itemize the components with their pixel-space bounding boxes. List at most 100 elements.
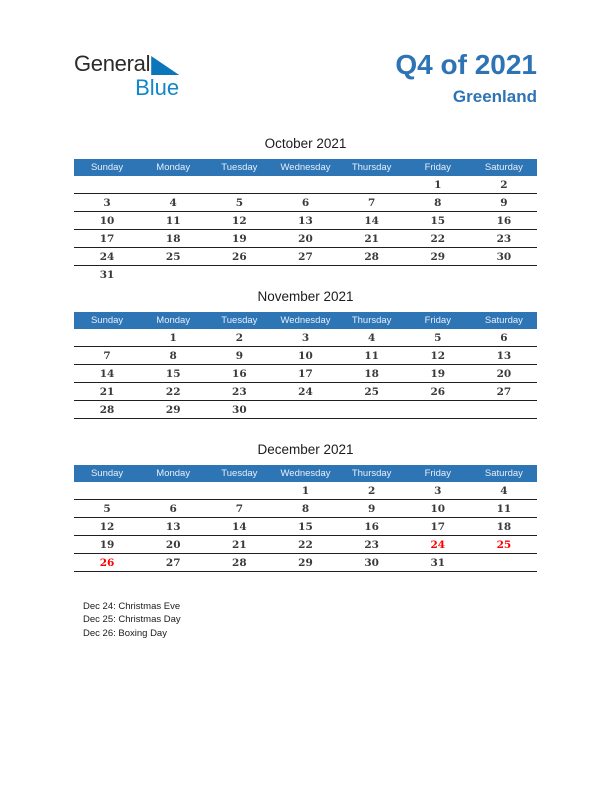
weekday-header-row: Sunday Monday Tuesday Wednesday Thursday Frid… bbox=[74, 159, 537, 176]
calendar-table: Sunday Monday Tuesday Wednesday Thursday Frid… bbox=[74, 312, 537, 436]
day-cell: 3 bbox=[103, 196, 111, 209]
day-cell: 25 bbox=[496, 538, 512, 551]
day-header: Tuesday bbox=[206, 312, 273, 329]
day-header: Sunday bbox=[74, 465, 141, 482]
day-cell: 15 bbox=[165, 367, 181, 380]
day-cell: 1 bbox=[434, 178, 442, 191]
logo-triangle-icon bbox=[151, 56, 180, 75]
day-cell: 10 bbox=[430, 502, 446, 515]
day-cell: 15 bbox=[430, 214, 446, 227]
title-block: Q4 of 2021 Greenland bbox=[395, 50, 537, 107]
day-cell: 4 bbox=[169, 196, 177, 209]
day-cell: 8 bbox=[434, 196, 442, 209]
day-cell: 20 bbox=[496, 367, 512, 380]
week-row: 12 13 14 15 16 17 18 bbox=[74, 518, 537, 536]
day-cell: 2 bbox=[367, 484, 376, 497]
empty-day-cell bbox=[405, 572, 471, 590]
day-header: Saturday bbox=[470, 465, 537, 482]
holiday-legend: Dec 24: Christmas Eve Dec 25: Christmas … bbox=[83, 600, 181, 640]
day-cell: 2 bbox=[235, 331, 243, 344]
month-title: November 2021 bbox=[257, 289, 354, 304]
day-cell: 3 bbox=[434, 484, 442, 497]
week-row: 26 27 28 29 30 31 bbox=[74, 554, 537, 572]
day-cell: 5 bbox=[235, 196, 243, 209]
day-cell: 13 bbox=[496, 349, 512, 362]
week-row: 21 22 23 24 25 26 27 bbox=[74, 383, 537, 401]
day-cell: 12 bbox=[232, 214, 247, 227]
empty-day-cell bbox=[272, 266, 338, 284]
day-cell: 11 bbox=[496, 502, 512, 515]
day-cell: 29 bbox=[165, 403, 181, 416]
day-header: Monday bbox=[140, 312, 207, 329]
day-cell: 18 bbox=[496, 520, 512, 533]
weekday-header-row: Sunday Monday Tuesday Wednesday Thursday Frid… bbox=[74, 465, 537, 482]
empty-day-cell bbox=[405, 401, 471, 419]
empty-day-cell bbox=[206, 266, 272, 284]
day-cell: 3 bbox=[301, 331, 310, 344]
day-cell: 21 bbox=[364, 232, 379, 245]
empty-day-cell bbox=[272, 419, 338, 437]
empty-day-cell bbox=[140, 266, 206, 284]
empty-day-cell bbox=[272, 401, 338, 419]
empty-day-cell bbox=[140, 176, 206, 194]
day-cell: 2 bbox=[500, 178, 508, 191]
day-cell: 26 bbox=[232, 250, 247, 263]
day-cell: 7 bbox=[103, 349, 111, 362]
logo-text-general: General bbox=[74, 51, 151, 76]
week-row: 3 4 5 6 7 8 9 bbox=[74, 194, 537, 212]
day-cell: 11 bbox=[165, 214, 181, 227]
week-row: 28 29 30 bbox=[74, 401, 537, 419]
day-header: Saturday bbox=[470, 312, 537, 329]
day-cell: 10 bbox=[99, 214, 115, 227]
logo-text-blue: Blue bbox=[135, 75, 180, 100]
week-row: 5 6 7 8 9 10 11 bbox=[74, 500, 537, 518]
day-cell: 22 bbox=[430, 232, 446, 245]
day-cell: 23 bbox=[232, 385, 247, 398]
day-header: Thursday bbox=[338, 312, 405, 329]
month-title: December 2021 bbox=[257, 442, 354, 457]
months-container: October 2021 Sunday Monday Tuesday Wednesday… bbox=[74, 130, 537, 589]
weekday-header-row: Sunday Monday Tuesday Wednesday Thursday Frid… bbox=[74, 312, 537, 329]
week-row bbox=[74, 419, 537, 437]
week-row: 17 18 19 20 21 22 23 bbox=[74, 230, 537, 248]
day-cell: 4 bbox=[367, 331, 376, 344]
day-cell: 28 bbox=[364, 250, 379, 263]
legend-item: Dec 24: Christmas Eve bbox=[83, 601, 181, 612]
day-cell: 1 bbox=[301, 484, 310, 497]
day-cell: 9 bbox=[235, 349, 243, 362]
day-cell: 23 bbox=[496, 232, 512, 245]
day-cell: 26 bbox=[430, 385, 446, 398]
empty-day-cell bbox=[471, 554, 537, 572]
day-header: Wednesday bbox=[272, 465, 339, 482]
day-cell: 9 bbox=[500, 196, 508, 209]
empty-day-cell bbox=[74, 176, 140, 194]
day-cell: 5 bbox=[103, 502, 111, 515]
day-header: Saturday bbox=[470, 159, 537, 176]
day-cell: 22 bbox=[165, 385, 181, 398]
empty-day-cell bbox=[339, 266, 405, 284]
empty-day-cell bbox=[339, 419, 405, 437]
day-cell: 21 bbox=[232, 538, 247, 551]
day-cell: 8 bbox=[301, 502, 310, 515]
day-cell: 14 bbox=[99, 367, 115, 380]
day-header: Friday bbox=[404, 465, 471, 482]
day-cell: 20 bbox=[165, 538, 181, 551]
month-november-2021: November 2021 Sunday Monday Tuesday Wednesda… bbox=[74, 283, 537, 436]
day-cell: 17 bbox=[430, 520, 446, 533]
day-cell: 12 bbox=[99, 520, 115, 533]
week-row: 14 15 16 17 18 19 20 bbox=[74, 365, 537, 383]
day-cell: 29 bbox=[298, 556, 313, 569]
empty-day-cell bbox=[405, 419, 471, 437]
day-cell: 17 bbox=[99, 232, 115, 245]
page-subtitle: Greenland bbox=[452, 87, 537, 107]
month-december-2021: December 2021 Sunday Monday Tuesday Wednesda… bbox=[74, 436, 537, 589]
day-header: Tuesday bbox=[206, 159, 273, 176]
day-header: Thursday bbox=[338, 159, 405, 176]
empty-day-cell bbox=[272, 572, 338, 590]
empty-day-cell bbox=[74, 482, 140, 500]
empty-day-cell bbox=[74, 419, 140, 437]
day-cell: 22 bbox=[298, 538, 313, 551]
day-cell: 8 bbox=[169, 349, 177, 362]
day-header: Tuesday bbox=[206, 465, 273, 482]
